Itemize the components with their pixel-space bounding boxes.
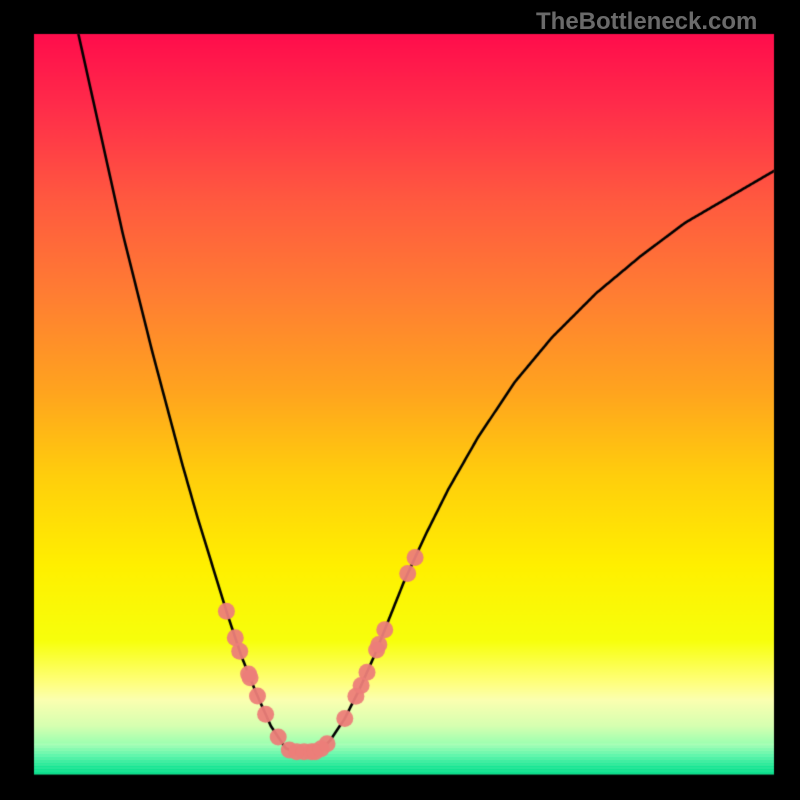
chart-stage: TheBottleneck.com — [0, 0, 800, 800]
data-markers — [0, 0, 800, 800]
